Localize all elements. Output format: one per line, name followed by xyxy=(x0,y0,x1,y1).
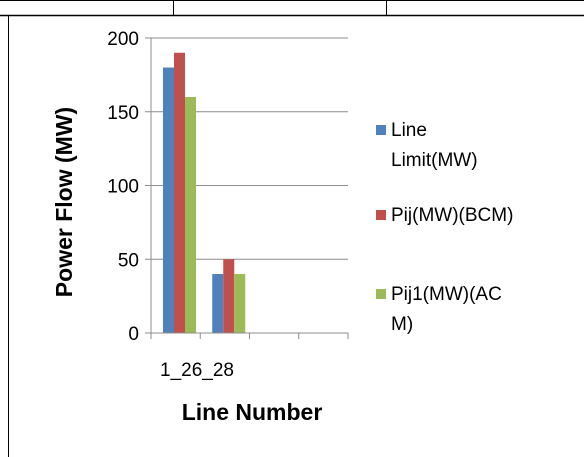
bar xyxy=(185,97,196,333)
legend-label: Pij1(MW)(AC xyxy=(391,284,502,305)
legend-label: Line xyxy=(391,120,427,141)
y-tick-label: 150 xyxy=(107,103,139,124)
y-tick-label: 50 xyxy=(118,250,139,271)
legend-label: M) xyxy=(391,314,413,335)
y-axis-title: Power Flow (MW) xyxy=(51,107,77,297)
legend-label: Pij(MW)(BCM) xyxy=(391,205,513,226)
bar xyxy=(212,274,224,333)
legend-swatch xyxy=(376,210,386,220)
bar xyxy=(223,259,235,333)
legend-swatch xyxy=(376,125,386,135)
x-axis-title: Line Number xyxy=(182,399,323,425)
bar xyxy=(174,52,185,333)
bars-layer xyxy=(163,52,246,333)
y-tick-labels: 0 50 100 150 200 xyxy=(107,29,139,345)
x-tick-label: 1_26_28 xyxy=(160,360,234,381)
y-tick-label: 0 xyxy=(128,324,139,345)
bar xyxy=(163,67,174,333)
y-tick-label: 100 xyxy=(107,177,139,198)
x-tick-labels: 1_26_28 xyxy=(160,360,234,381)
bar xyxy=(234,274,246,333)
axes-layer xyxy=(150,38,349,339)
legend-swatch xyxy=(376,289,386,299)
legend: Line Limit(MW) Pij(MW)(BCM) Pij1(MW)(AC M) xyxy=(376,120,513,335)
y-tick-label: 200 xyxy=(107,29,139,50)
legend-label: Limit(MW) xyxy=(391,150,478,171)
